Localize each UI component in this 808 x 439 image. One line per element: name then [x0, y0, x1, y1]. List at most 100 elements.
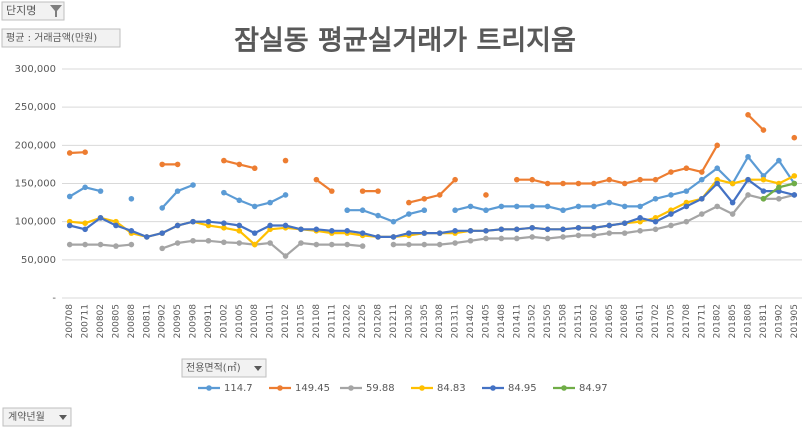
data-point — [513, 203, 520, 210]
data-point — [452, 228, 458, 234]
data-point — [760, 127, 767, 133]
data-point — [791, 192, 798, 198]
legend-field-button[interactable] — [181, 358, 267, 378]
data-point — [82, 226, 88, 233]
data-point — [66, 150, 73, 156]
x-tick-label: 201105 — [296, 304, 306, 338]
data-point — [375, 212, 381, 219]
data-point — [421, 195, 428, 202]
data-point — [174, 161, 181, 168]
data-point — [251, 230, 258, 236]
data-point — [313, 241, 320, 248]
data-point — [729, 180, 736, 187]
x-tick-label: 201311 — [451, 304, 461, 338]
data-point — [544, 235, 551, 242]
data-point — [406, 211, 412, 217]
data-point — [575, 180, 582, 187]
report-filter-label[interactable]: 단지명 — [6, 4, 36, 17]
axis-field-label[interactable]: 계약년월 — [8, 411, 45, 423]
data-point — [606, 230, 613, 236]
data-point — [621, 230, 628, 236]
data-point — [390, 241, 397, 248]
y-tick-label: 200,000 — [15, 140, 56, 151]
data-point — [236, 222, 243, 229]
data-point — [251, 165, 258, 172]
data-point — [467, 228, 474, 234]
data-point — [652, 176, 659, 183]
data-point — [498, 235, 505, 242]
data-point — [683, 218, 690, 225]
x-tick-label: 200905 — [173, 304, 183, 338]
data-point — [313, 176, 320, 183]
y-tick-label: 100,000 — [15, 217, 56, 228]
data-point — [221, 239, 227, 246]
x-tick-label: 200805 — [111, 304, 121, 338]
data-point — [652, 195, 659, 202]
data-point — [467, 203, 474, 210]
data-point — [637, 203, 643, 210]
legend-label: 149.45 — [295, 383, 330, 394]
data-point — [221, 224, 227, 231]
data-point — [668, 222, 674, 229]
data-point — [483, 228, 489, 234]
data-point — [143, 234, 150, 240]
data-point — [637, 228, 643, 234]
data-point — [729, 199, 736, 206]
data-point — [498, 203, 505, 210]
x-tick-label: 200708 — [65, 304, 75, 339]
x-tick-label: 201205 — [358, 304, 368, 338]
x-tick-label: 201902 — [774, 304, 784, 338]
values-field-button[interactable] — [1, 28, 121, 48]
x-tick-label: 201505 — [543, 304, 553, 338]
data-point — [606, 176, 613, 183]
data-point — [498, 226, 505, 233]
data-point — [668, 192, 674, 198]
dropdown-arrow[interactable] — [254, 366, 262, 371]
data-point — [66, 222, 73, 229]
filter-icon[interactable] — [50, 5, 62, 17]
data-point — [467, 237, 474, 244]
dropdown-arrow[interactable] — [59, 415, 67, 420]
data-point — [267, 240, 273, 246]
x-tick-label: 201102 — [281, 304, 291, 338]
data-point — [745, 176, 751, 183]
data-point — [760, 188, 767, 194]
y-tick-label: 50,000 — [21, 255, 56, 266]
data-point — [591, 232, 597, 239]
data-point — [267, 222, 273, 229]
data-point — [190, 237, 196, 244]
data-point — [128, 195, 135, 202]
x-tick-label: 201211 — [389, 304, 399, 338]
data-point — [560, 226, 566, 233]
data-point — [421, 230, 428, 236]
data-point — [390, 218, 397, 225]
x-tick-label: 201408 — [497, 304, 507, 339]
data-point — [159, 245, 166, 252]
data-point — [621, 180, 628, 187]
data-point — [791, 134, 798, 141]
data-point — [452, 207, 458, 214]
report-filter-button[interactable] — [1, 1, 65, 21]
data-point — [282, 222, 289, 229]
data-point — [776, 184, 782, 191]
data-point — [190, 182, 196, 188]
data-point — [483, 192, 489, 198]
data-point — [298, 240, 304, 246]
series-line — [69, 174, 795, 247]
legend-label: 84.83 — [437, 383, 466, 394]
data-point — [267, 199, 273, 206]
x-tick-label: 201905 — [790, 304, 800, 338]
data-point — [328, 188, 335, 194]
data-point — [560, 180, 566, 187]
x-tick-label: 201411 — [512, 304, 522, 338]
axis-field-button[interactable] — [2, 407, 72, 427]
x-tick-label: 201405 — [481, 304, 491, 338]
legend-marker — [419, 385, 425, 391]
data-point — [236, 228, 243, 234]
legend-field-label[interactable]: 전용면적(㎡) — [186, 362, 241, 374]
values-field-label[interactable]: 평균 : 거래금액(만원) — [6, 32, 97, 44]
x-tick-label: 201002 — [219, 304, 229, 338]
data-point — [452, 240, 458, 246]
x-tick-label: 201208 — [374, 304, 384, 339]
